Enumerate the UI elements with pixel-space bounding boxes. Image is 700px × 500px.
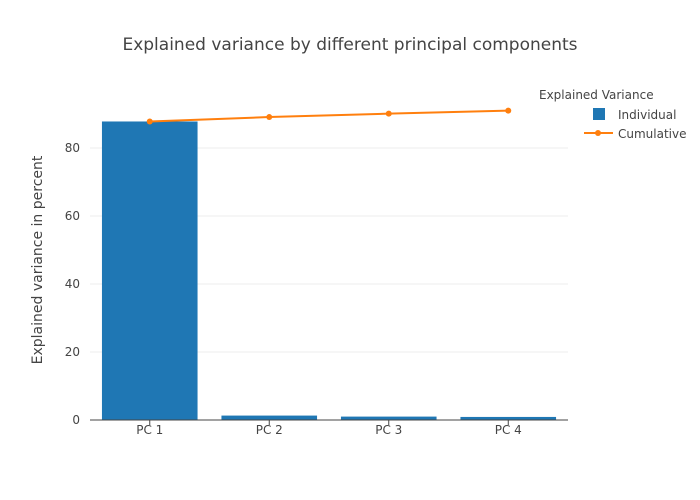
bar-pc-3 bbox=[340, 416, 437, 420]
bars bbox=[101, 121, 557, 420]
x-tick-label: PC 3 bbox=[375, 423, 402, 437]
y-tick-label: 20 bbox=[65, 345, 80, 359]
bar-pc-1 bbox=[101, 121, 198, 420]
cumulative-point-pc-2 bbox=[266, 114, 273, 121]
legend-title: Explained Variance bbox=[539, 88, 654, 102]
y-tick-label: 80 bbox=[65, 141, 80, 155]
x-tick-label: PC 1 bbox=[136, 423, 163, 437]
bar-pc-2 bbox=[221, 415, 318, 420]
cumulative-point-pc-1 bbox=[146, 118, 153, 125]
y-tick-label: 0 bbox=[72, 413, 80, 427]
x-tick-label: PC 4 bbox=[495, 423, 522, 437]
cumulative-line-path bbox=[149, 109, 509, 123]
chart-title: Explained variance by different principa… bbox=[122, 35, 577, 55]
legend: Explained Variance Individual Cumulative bbox=[539, 88, 687, 141]
legend-individual-swatch bbox=[593, 108, 605, 120]
cumulative-point-pc-3 bbox=[385, 110, 392, 117]
bar-pc-4 bbox=[460, 416, 557, 420]
legend-cumulative-marker bbox=[595, 130, 601, 136]
legend-cumulative-label: Cumulative bbox=[618, 127, 687, 141]
cumulative-line bbox=[146, 107, 512, 125]
y-tick-label: 60 bbox=[65, 209, 80, 223]
x-tick-label: PC 2 bbox=[256, 423, 283, 437]
y-tick-label: 40 bbox=[65, 277, 80, 291]
legend-individual-label: Individual bbox=[618, 108, 676, 122]
axes: 0 20 40 60 80 PC 1 PC 2 PC 3 PC 4 bbox=[65, 141, 568, 437]
cumulative-point-pc-4 bbox=[505, 107, 512, 114]
y-axis-title: Explained variance in percent bbox=[30, 155, 46, 364]
